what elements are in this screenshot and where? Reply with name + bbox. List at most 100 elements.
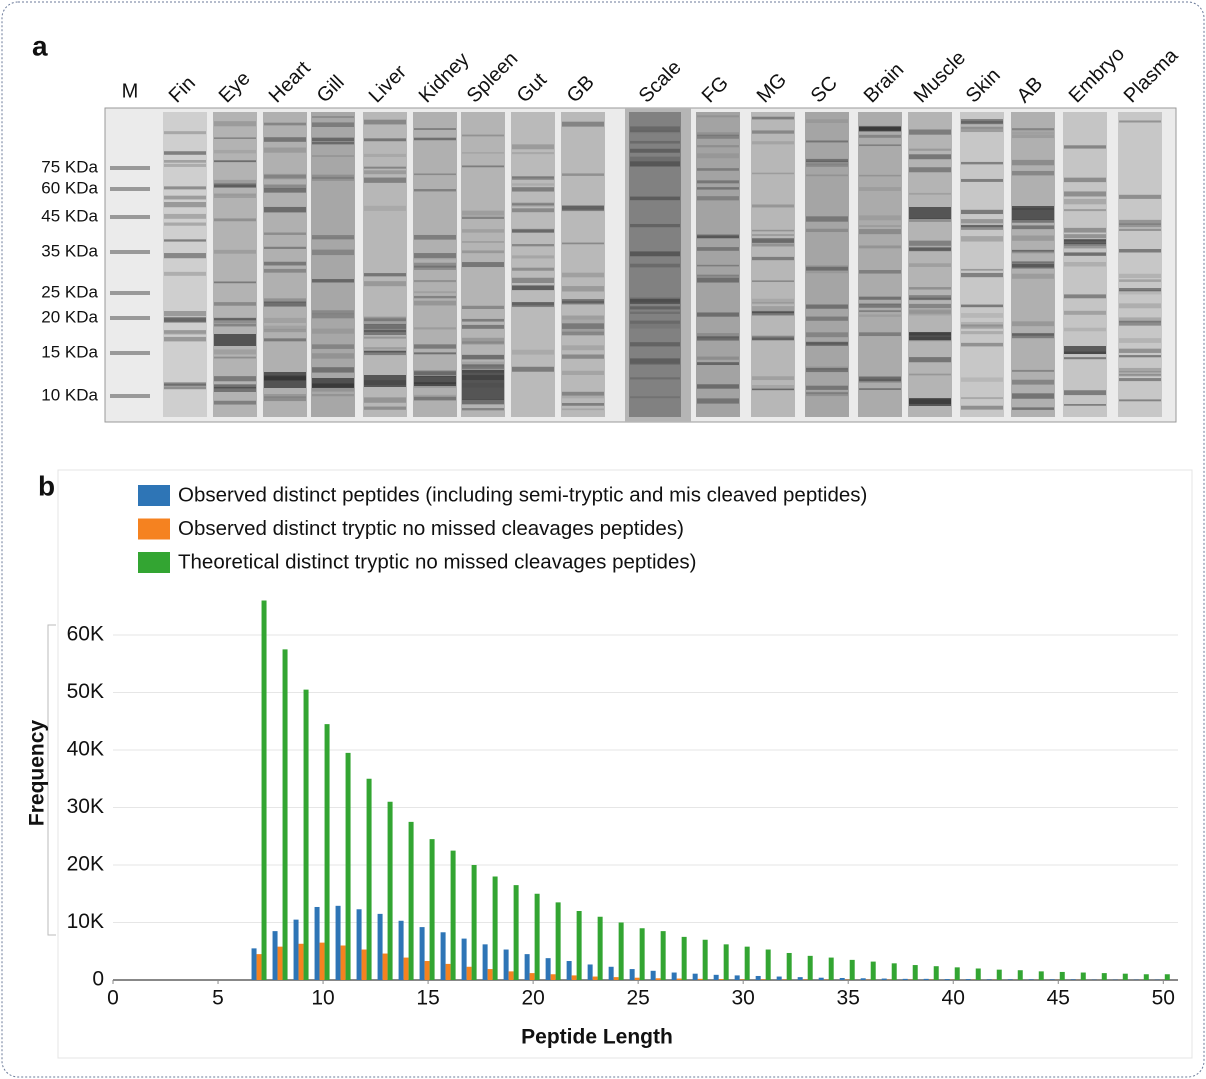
legend-swatch <box>138 485 170 506</box>
gel-band <box>312 155 354 157</box>
y-tick-label: 10K <box>67 910 104 933</box>
marker-label: 15 KDa <box>41 342 98 361</box>
gel-band <box>312 250 354 255</box>
gel-band <box>752 230 794 232</box>
panel-label: a <box>32 30 48 61</box>
lane-label: Gut <box>513 69 552 108</box>
gel-band <box>1012 220 1054 223</box>
gel-band <box>364 375 406 387</box>
gel-band <box>1012 380 1054 385</box>
gel-band <box>909 374 951 376</box>
gel-band <box>462 325 504 329</box>
gel-band <box>264 232 306 234</box>
gel-band <box>214 282 256 284</box>
bar <box>945 979 950 980</box>
bar <box>504 950 509 980</box>
lane-label: Brain <box>860 59 909 108</box>
legend-swatch <box>138 519 170 540</box>
gel-band <box>164 196 206 200</box>
lane-label: Scale <box>635 56 686 107</box>
gel-band <box>562 371 604 375</box>
lane-label: FG <box>698 72 733 107</box>
gel-band <box>630 141 680 144</box>
gel-band <box>312 388 354 392</box>
gel-band <box>462 319 504 322</box>
gel-band <box>630 161 680 166</box>
gel-band <box>752 234 794 236</box>
gel-band <box>512 244 554 246</box>
y-tick-label: 40K <box>67 738 104 761</box>
y-tick-label: 0 <box>92 968 104 991</box>
gel-band <box>697 115 739 117</box>
gel-band <box>752 337 794 340</box>
gel-band <box>312 394 354 396</box>
bar <box>861 978 866 980</box>
gel-band <box>909 149 951 151</box>
gel-band <box>214 349 256 354</box>
gel-band <box>562 173 604 175</box>
gel-band <box>110 215 150 219</box>
bar <box>546 958 551 980</box>
gel-band <box>961 324 1003 328</box>
gel-band <box>697 235 739 238</box>
x-tick-label: 35 <box>837 987 860 1010</box>
gel-band <box>1012 225 1054 229</box>
gel-band <box>414 352 456 354</box>
gel-band <box>512 187 554 191</box>
bar <box>420 927 425 980</box>
gel-band <box>312 310 354 314</box>
gel-band <box>462 217 504 219</box>
gel-band <box>859 187 901 191</box>
gel-band <box>859 144 901 146</box>
bar <box>556 902 561 980</box>
gel-band <box>462 211 504 216</box>
gel-band <box>697 187 739 189</box>
bar <box>462 939 467 980</box>
gel-band <box>364 178 406 183</box>
gel-band <box>859 310 901 312</box>
gel-band <box>806 175 848 177</box>
gel-band <box>164 186 206 189</box>
gel-band <box>164 131 206 134</box>
y-axis-label: Frequency <box>26 720 49 827</box>
gel-band <box>110 187 150 191</box>
y-tick-label: 60K <box>67 623 104 646</box>
gel-band <box>264 338 306 341</box>
bar <box>383 954 388 980</box>
gel-band <box>264 269 306 273</box>
gel-band <box>1064 328 1106 331</box>
bar <box>609 967 614 980</box>
gel-band <box>512 302 554 305</box>
gel-band <box>752 257 794 260</box>
gel-band <box>752 306 794 311</box>
gel-band <box>364 281 406 286</box>
y-tick-label: 30K <box>67 795 104 818</box>
gel-band <box>264 318 306 323</box>
gel-band <box>1064 404 1106 406</box>
bar <box>934 966 939 980</box>
bar <box>493 877 498 981</box>
gel-band <box>562 323 604 328</box>
gel-band <box>806 392 848 396</box>
gel-band <box>562 273 604 278</box>
gel-band <box>697 398 739 403</box>
lane-label: MG <box>753 69 791 107</box>
gel-band <box>364 330 406 335</box>
gel-band <box>1064 178 1106 182</box>
gel-band <box>1119 378 1161 381</box>
gel-band <box>164 214 206 219</box>
gel-band <box>214 121 256 126</box>
gel-band <box>214 137 256 139</box>
gel-band <box>264 329 306 332</box>
gel-band <box>562 286 604 291</box>
lane-label: Liver <box>365 61 411 107</box>
gel-lane <box>363 112 407 417</box>
gel-band <box>1119 220 1161 225</box>
gel-band <box>630 358 680 363</box>
gel-band <box>697 247 739 251</box>
bar <box>1102 973 1107 980</box>
gel-band <box>462 250 504 253</box>
gel-band <box>1064 357 1106 359</box>
gel-band <box>1119 374 1161 376</box>
gel-band <box>859 126 901 131</box>
